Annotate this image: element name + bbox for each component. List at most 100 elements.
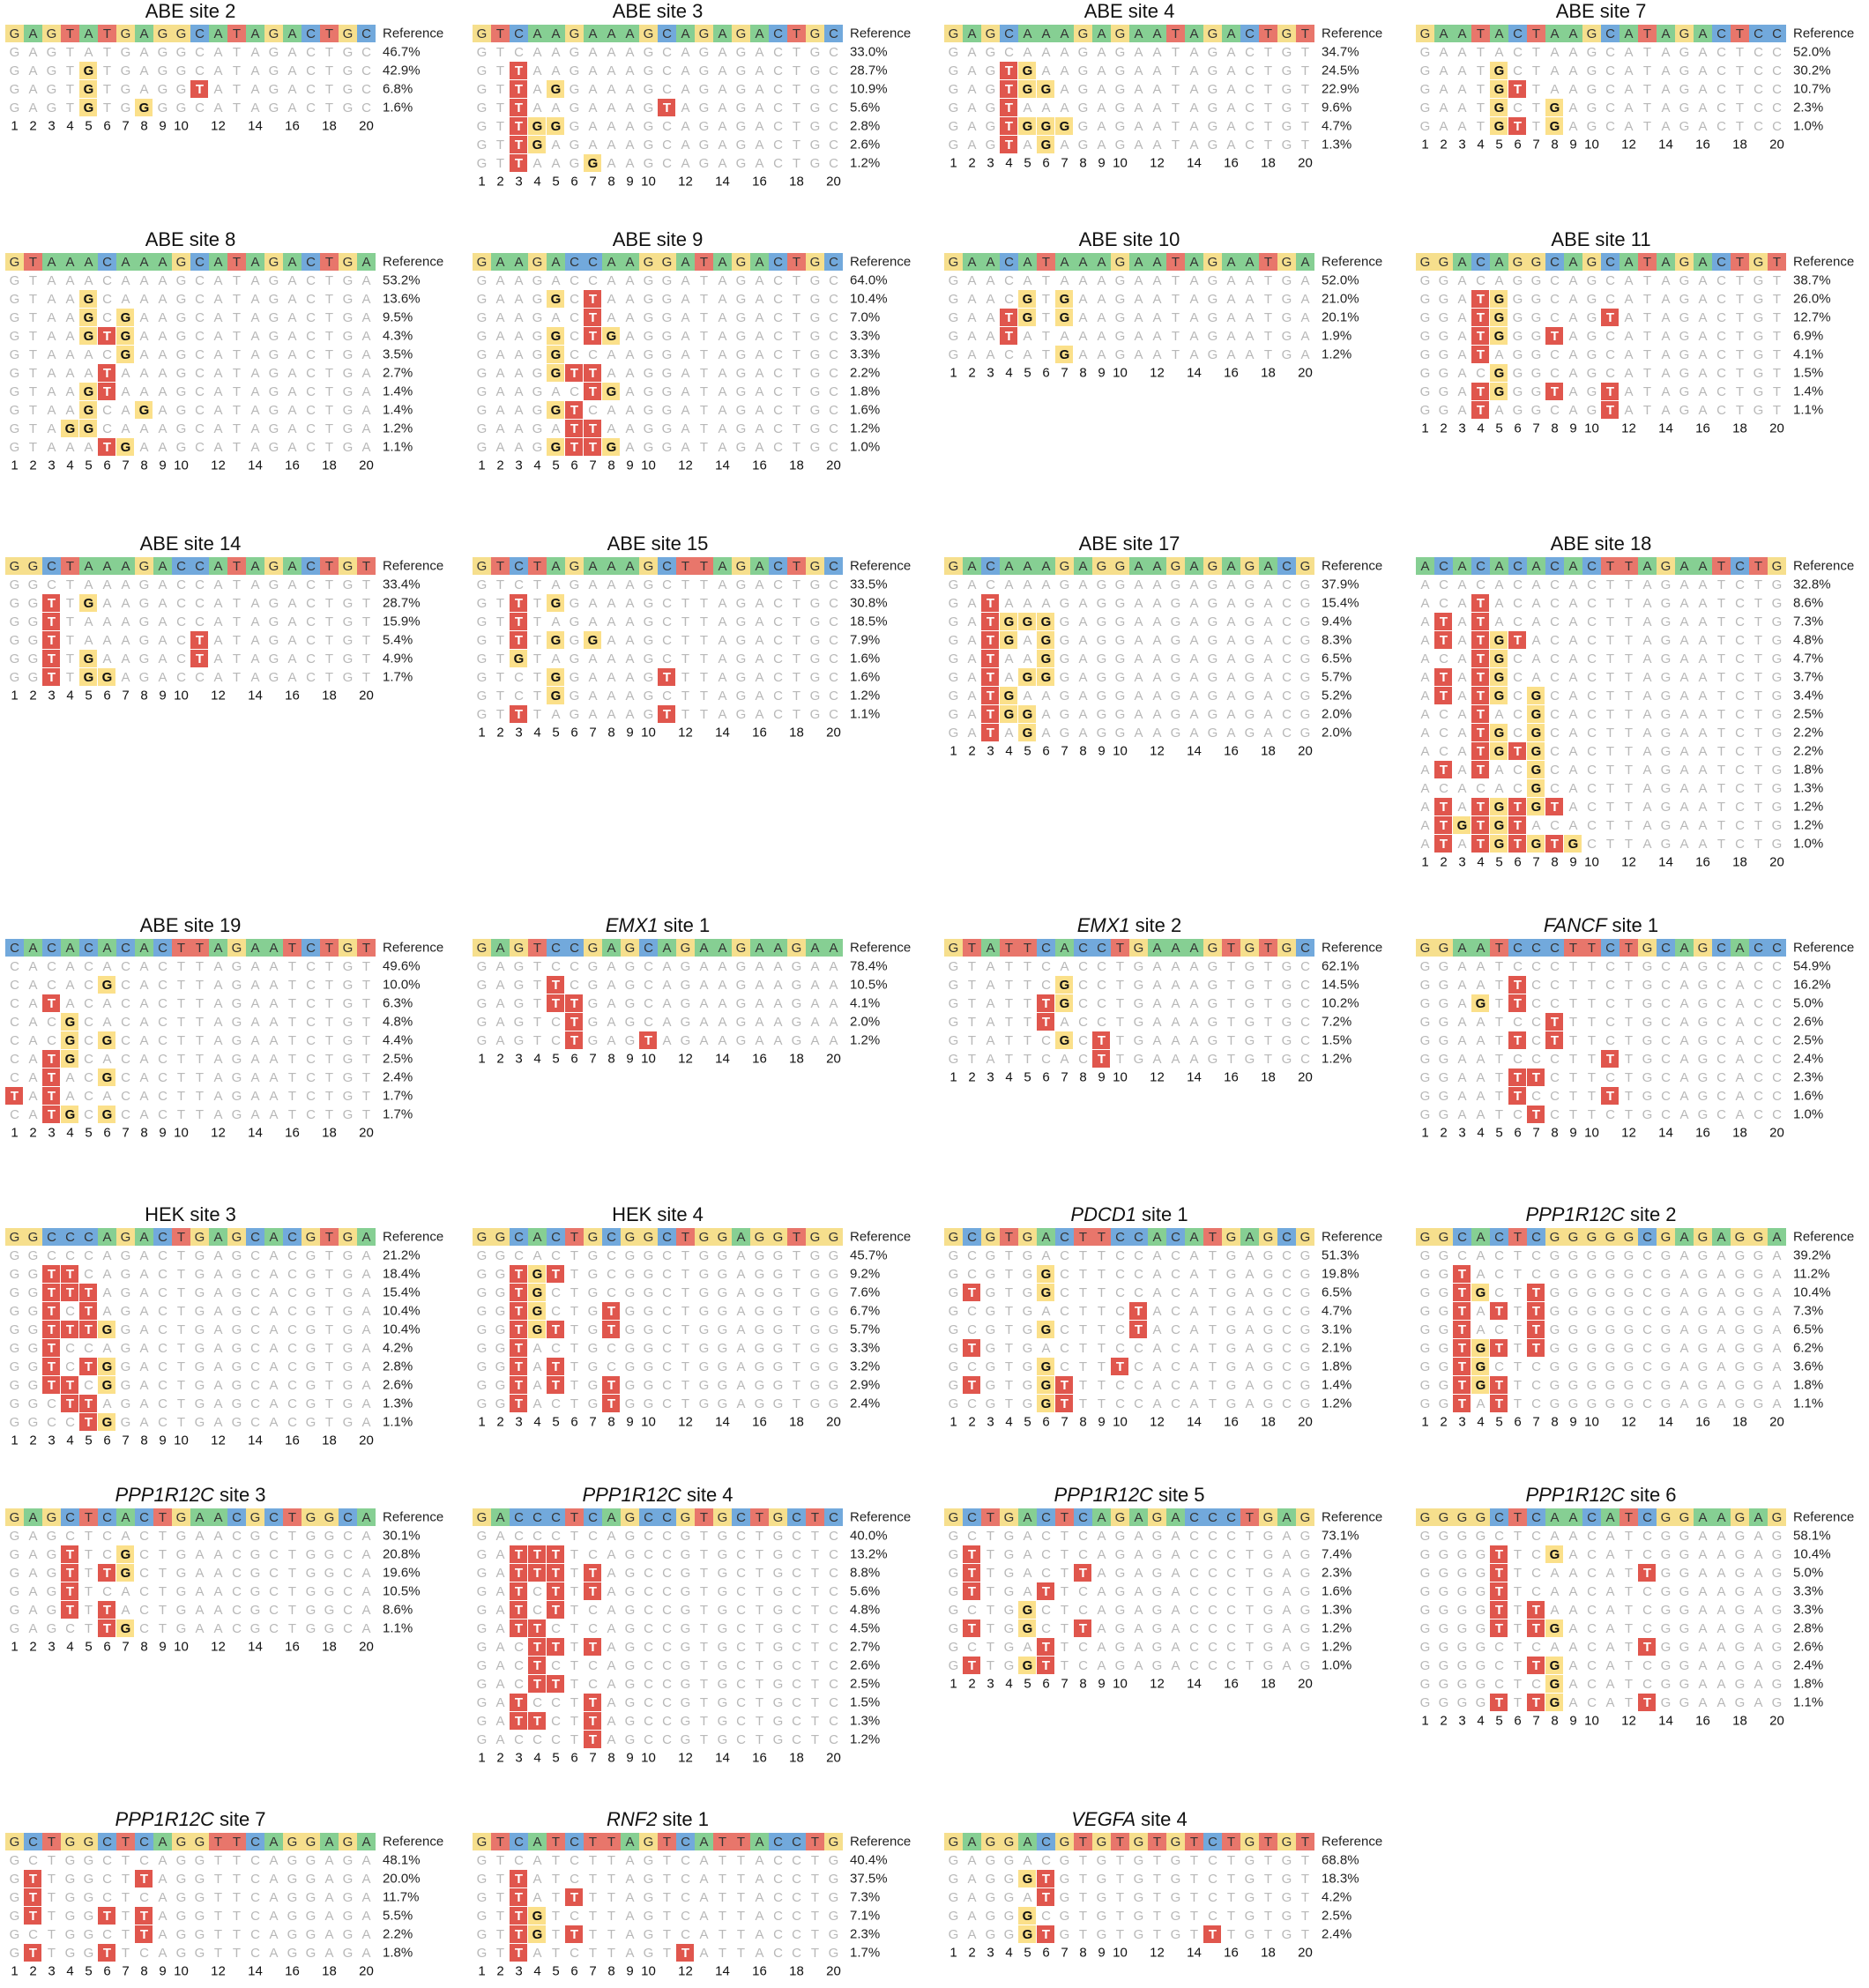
base: A	[1171, 959, 1180, 974]
base: A	[250, 1107, 259, 1122]
base: A	[532, 1230, 541, 1245]
base: A	[681, 366, 689, 381]
base: C	[121, 978, 130, 993]
base: C	[1605, 329, 1615, 344]
base: C	[1115, 1322, 1125, 1337]
base: G	[1587, 403, 1597, 418]
base: G	[269, 255, 279, 270]
base: C	[1550, 1107, 1560, 1122]
base: A	[1189, 996, 1198, 1011]
base: A	[361, 347, 370, 362]
reference-cell	[491, 25, 510, 42]
base: G	[1282, 329, 1292, 344]
reference-cell	[1259, 25, 1277, 42]
base: A	[755, 292, 763, 307]
base: C	[1605, 119, 1615, 134]
position-label: 2	[29, 689, 36, 704]
base: G	[986, 26, 996, 41]
edited-base: T	[1458, 1322, 1466, 1337]
base: C	[1661, 1015, 1671, 1030]
base: G	[986, 1285, 996, 1300]
base: G	[986, 1322, 996, 1337]
base: A	[1189, 347, 1198, 362]
base: C	[195, 559, 205, 574]
site-name: site 3	[657, 0, 704, 22]
base: C	[195, 310, 205, 325]
base: A	[361, 1285, 370, 1300]
edited-base: T	[1606, 1052, 1614, 1067]
base: A	[1245, 1230, 1254, 1245]
reference-cell	[24, 253, 42, 271]
base: G	[10, 82, 20, 97]
base: G	[1754, 310, 1764, 325]
reference-cell	[153, 253, 172, 271]
base: A	[65, 255, 74, 270]
base: A	[84, 273, 93, 288]
base: T	[1754, 670, 1762, 685]
base: C	[773, 26, 783, 41]
base: G	[1679, 292, 1690, 307]
base: A	[1152, 996, 1161, 1011]
base: A	[65, 403, 74, 418]
position-label: 3	[987, 744, 994, 759]
reference-cell	[1508, 25, 1527, 42]
base: G	[176, 329, 187, 344]
base: A	[967, 347, 976, 362]
base: A	[607, 292, 615, 307]
base: G	[1263, 1248, 1274, 1263]
base: A	[1624, 82, 1633, 97]
base: A	[810, 1033, 819, 1048]
base: A	[607, 310, 615, 325]
base: G	[1023, 1285, 1033, 1300]
edited-base: G	[551, 292, 562, 307]
base: C	[1642, 1378, 1652, 1393]
frequency: 1.1%	[850, 707, 880, 722]
frequency: 3.7%	[1793, 670, 1823, 685]
base: T	[1773, 255, 1781, 270]
base: C	[121, 941, 130, 956]
base: C	[1754, 959, 1763, 974]
edited-base: T	[1495, 1341, 1503, 1356]
edited-base: G	[532, 138, 543, 153]
base: G	[1282, 1015, 1292, 1030]
position-label: 20	[359, 119, 374, 134]
base: A	[755, 26, 763, 41]
base: T	[1643, 119, 1651, 134]
base: T	[196, 978, 204, 993]
base: G	[1439, 292, 1449, 307]
base: G	[1439, 978, 1449, 993]
base: G	[176, 101, 187, 115]
base: A	[718, 959, 726, 974]
base: A	[588, 596, 597, 611]
frequency: 7.3%	[1793, 614, 1823, 629]
base: G	[1115, 559, 1126, 574]
position-label: 20	[359, 689, 374, 704]
base: T	[1209, 1322, 1217, 1337]
base: G	[10, 1322, 20, 1337]
frequency: 11.2%	[1793, 1267, 1829, 1282]
base: A	[1152, 651, 1161, 666]
base: G	[949, 292, 959, 307]
base: G	[644, 689, 654, 704]
base: C	[176, 596, 186, 611]
base: A	[213, 1415, 222, 1430]
edited-base: T	[1440, 763, 1448, 778]
edited-base: G	[102, 1033, 113, 1048]
position-label: 20	[1298, 156, 1313, 171]
base: A	[1263, 633, 1272, 648]
base: G	[1226, 1341, 1237, 1356]
base: C	[570, 347, 579, 362]
base: A	[84, 366, 93, 381]
base: G	[232, 1396, 242, 1411]
base: G	[1245, 614, 1255, 629]
base: C	[662, 119, 672, 134]
base: G	[1568, 1267, 1579, 1282]
base: A	[1679, 1304, 1688, 1319]
position-label: 12	[1150, 744, 1165, 759]
edited-base: T	[1477, 347, 1485, 362]
base: C	[1550, 651, 1560, 666]
base: C	[306, 45, 316, 60]
base: T	[1264, 273, 1272, 288]
